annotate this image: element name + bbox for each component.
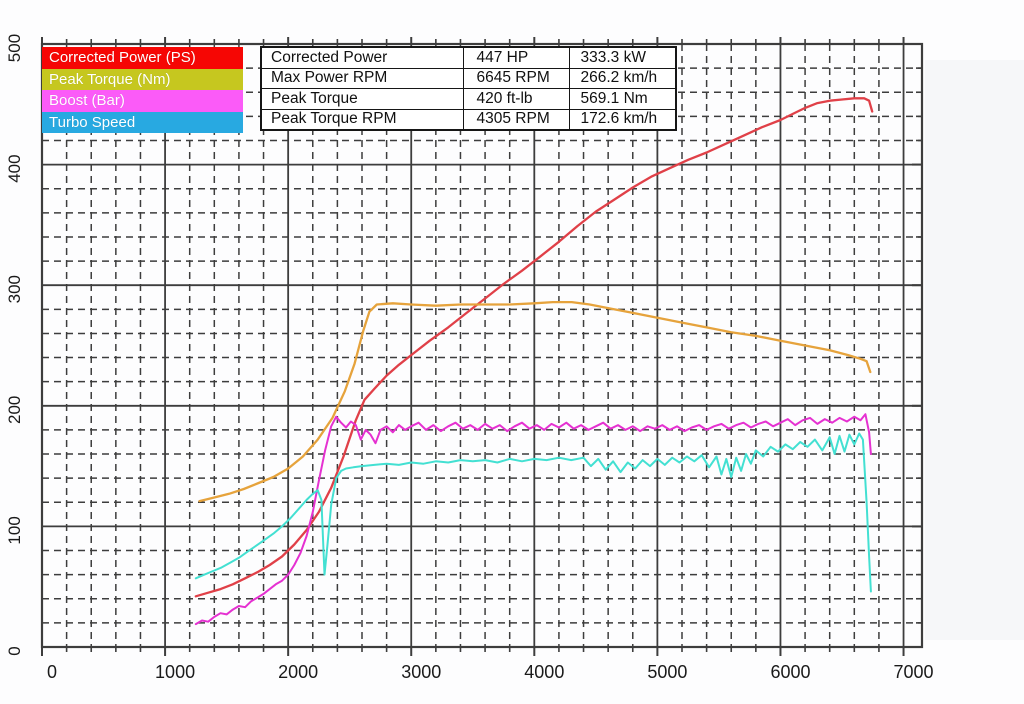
stat-value: 266.2 km/h xyxy=(568,67,677,89)
legend-label: Turbo Speed xyxy=(49,113,136,131)
stat-value: 420 ft-lb xyxy=(462,88,570,110)
y-tick-label: 100 xyxy=(5,516,24,544)
stat-value: 569.1 Nm xyxy=(568,88,677,110)
y-tick-label: 300 xyxy=(5,275,24,303)
stat-label: Max Power RPM xyxy=(260,67,464,89)
y-tick-label: 200 xyxy=(5,396,24,424)
legend-item-peak-torque: Peak Torque (Nm) xyxy=(42,68,243,90)
x-tick-label: 0 xyxy=(47,662,57,682)
x-tick-label: 7000 xyxy=(894,662,934,682)
legend-label: Corrected Power (PS) xyxy=(49,49,196,67)
legend-item-turbo-speed: Turbo Speed xyxy=(42,111,243,133)
stat-value: 4305 RPM xyxy=(462,108,570,131)
stat-label: Peak Torque RPM xyxy=(260,108,464,131)
stat-value: 172.6 km/h xyxy=(568,108,677,131)
stat-value: 333.3 kW xyxy=(568,46,677,69)
x-tick-label: 3000 xyxy=(401,662,441,682)
photo-margin-band xyxy=(925,60,1024,640)
stat-label: Peak Torque xyxy=(260,88,464,110)
curve-corrected-power-ps xyxy=(194,97,874,598)
curve-turbo-speed xyxy=(194,432,872,593)
y-tick-label: 400 xyxy=(5,154,24,182)
x-tick-label: 2000 xyxy=(278,662,318,682)
stat-label: Corrected Power xyxy=(260,46,464,69)
x-tick-label: 4000 xyxy=(524,662,564,682)
x-tick-label: 1000 xyxy=(155,662,195,682)
legend-item-boost: Boost (Bar) xyxy=(42,90,243,112)
table-row: Corrected Power 447 HP 333.3 kW xyxy=(260,46,677,69)
stat-value: 6645 RPM xyxy=(462,67,570,89)
x-tick-label: 5000 xyxy=(647,662,687,682)
legend-item-corrected-power: Corrected Power (PS) xyxy=(42,47,243,69)
plot-border xyxy=(40,42,924,649)
x-tick-label: 6000 xyxy=(770,662,810,682)
y-tick-label: 0 xyxy=(5,646,24,655)
curve-boost-bar xyxy=(194,413,872,626)
table-row: Max Power RPM 6645 RPM 266.2 km/h xyxy=(260,67,677,89)
table-row: Peak Torque 420 ft-lb 569.1 Nm xyxy=(260,88,677,110)
stats-table: Corrected Power 447 HP 333.3 kW Max Powe… xyxy=(260,46,677,131)
legend-label: Peak Torque (Nm) xyxy=(49,70,171,88)
curve-peak-torque-nm xyxy=(198,300,872,503)
legend-label: Boost (Bar) xyxy=(49,92,125,110)
table-row: Peak Torque RPM 4305 RPM 172.6 km/h xyxy=(260,108,677,131)
chart-legend: Corrected Power (PS) Peak Torque (Nm) Bo… xyxy=(42,47,243,133)
y-tick-label: 500 xyxy=(5,34,24,62)
stat-value: 447 HP xyxy=(462,46,570,69)
